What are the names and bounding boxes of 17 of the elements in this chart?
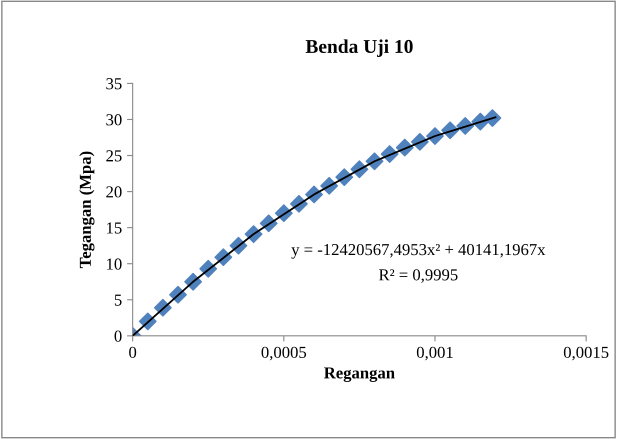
y-tick-label: 30: [106, 114, 122, 126]
annotation: R² = 0,9995: [378, 269, 458, 283]
y-tick-label: 25: [106, 150, 122, 162]
x-tick-label: 0: [129, 346, 136, 358]
y-axis-title: Tegangan (Mpa): [79, 152, 94, 268]
y-tick-label: 10: [107, 258, 122, 270]
y-tick-label: 15: [107, 222, 122, 234]
x-axis-title: Regangan: [324, 367, 395, 382]
y-tick-label: 20: [106, 186, 122, 198]
x-tick-label: 0,0005: [262, 346, 306, 360]
y-tick-label: 35: [106, 78, 122, 90]
y-tick-label: 5: [114, 294, 122, 306]
x-tick-label: 0,001: [416, 346, 453, 360]
x-tick-label: 0,0015: [564, 346, 608, 360]
y-tick-label: 0: [114, 330, 122, 342]
annotation: y = -12420567,4953x² + 40141,1967x: [291, 244, 546, 259]
chart-title: Benda Uji 10: [306, 39, 413, 57]
